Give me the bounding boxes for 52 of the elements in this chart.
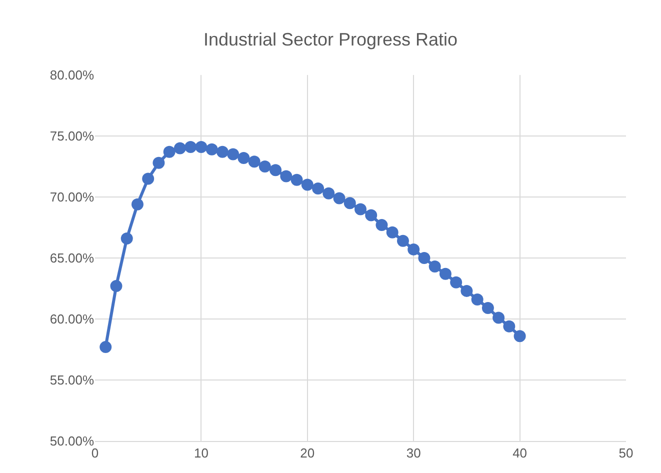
point	[428, 260, 441, 273]
point	[152, 156, 165, 169]
y-tick-label: 80.00%	[50, 68, 94, 83]
x-tick-label: 10	[194, 446, 208, 461]
point	[142, 172, 154, 185]
point	[492, 312, 505, 324]
point	[184, 140, 197, 153]
x-tick-label: 50	[618, 446, 634, 461]
point	[131, 198, 144, 210]
point	[280, 170, 292, 182]
point	[248, 156, 260, 168]
point	[408, 243, 420, 256]
point	[163, 146, 176, 158]
point	[471, 293, 484, 306]
y-tick-label: 75.00%	[50, 128, 94, 144]
point	[396, 234, 409, 247]
y-tick-label: 65.00%	[50, 250, 94, 266]
chart-title: Industrial Sector Progress Ratio	[203, 30, 458, 50]
x-tick-label: 20	[300, 446, 315, 461]
point	[333, 192, 346, 204]
y-tick-label: 55.00%	[50, 372, 94, 388]
point	[503, 320, 516, 332]
point	[216, 146, 228, 158]
y-tick-label: 70.00%	[50, 190, 94, 205]
x-tick-label: 30	[406, 446, 421, 461]
point	[174, 142, 186, 154]
point	[354, 203, 366, 216]
x-tick-label: 40	[512, 446, 528, 461]
point	[270, 164, 282, 176]
point	[312, 182, 324, 194]
point	[322, 187, 335, 200]
point	[418, 252, 430, 264]
point	[206, 143, 218, 156]
point	[238, 152, 250, 164]
point	[258, 160, 271, 172]
point	[376, 219, 388, 232]
point	[460, 284, 473, 297]
point	[195, 140, 208, 153]
point	[344, 197, 356, 210]
point	[386, 226, 398, 238]
point	[290, 174, 303, 186]
point	[450, 276, 462, 288]
point	[439, 268, 452, 280]
point	[227, 148, 240, 160]
point	[110, 280, 122, 292]
point	[100, 341, 112, 354]
point	[365, 209, 378, 222]
point	[514, 330, 526, 342]
y-tick-label: 60.00%	[50, 312, 94, 327]
point	[301, 178, 314, 191]
point	[120, 232, 133, 244]
point	[482, 302, 494, 314]
